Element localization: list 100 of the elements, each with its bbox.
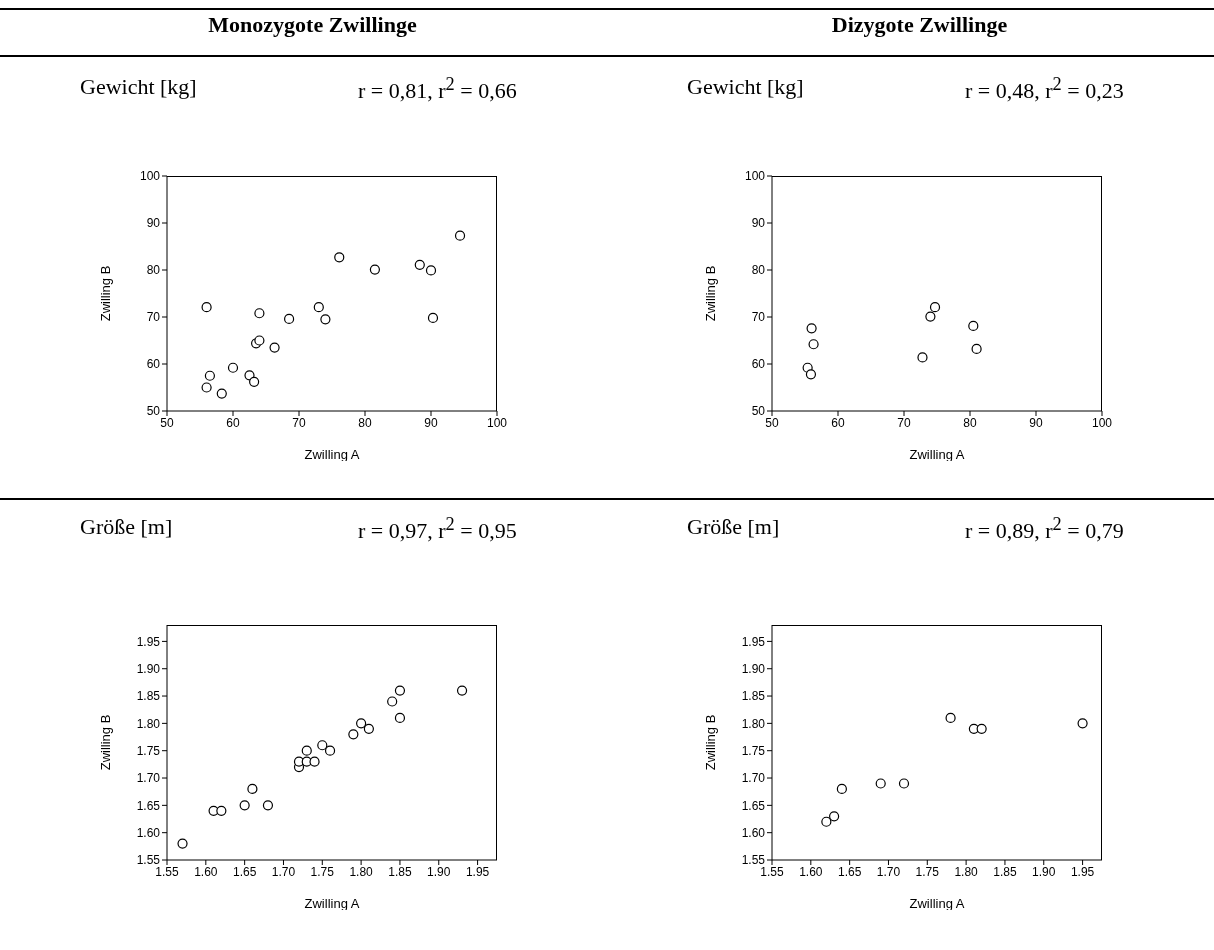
y-tick-label: 80	[751, 263, 766, 278]
y-tick-label: 50	[751, 404, 766, 419]
point	[301, 745, 312, 756]
y-tick-label: 1.85	[741, 689, 766, 704]
point	[247, 783, 258, 795]
x-tick-label: 50	[160, 415, 174, 430]
point	[201, 302, 212, 313]
text: Monozygote Zwillinge	[207, 12, 418, 38]
y-tick-label: 1.55	[136, 853, 161, 868]
chart-subtitle: r = 0,97, r$^{2}$ = 0,95	[358, 514, 517, 545]
x-axis-title: Zwilling A	[909, 447, 965, 462]
point	[425, 265, 437, 276]
point	[968, 320, 979, 332]
y-tick-label: 100	[139, 169, 161, 184]
chart-title: Größe [m]	[687, 514, 780, 540]
point	[309, 756, 320, 767]
point	[317, 740, 328, 751]
y-tick-label: 60	[146, 357, 161, 372]
point	[249, 376, 260, 387]
y-tick-label: 70	[146, 310, 161, 325]
x-tick-label: 70	[292, 415, 306, 430]
point	[898, 778, 910, 789]
y-tick-label: 1.90	[741, 661, 766, 676]
point	[427, 312, 439, 324]
point	[945, 712, 956, 724]
y-tick-label: 1.80	[136, 716, 161, 731]
x-tick-label: 1.80	[349, 864, 374, 879]
point	[808, 339, 819, 350]
x-tick-label: 1.75	[915, 864, 940, 879]
x-tick-label: 60	[831, 415, 845, 430]
point	[806, 323, 817, 334]
point	[925, 311, 936, 322]
point	[829, 811, 840, 822]
point	[324, 745, 336, 756]
chart-title: Gewicht [kg]	[80, 74, 197, 100]
point	[363, 723, 374, 734]
point	[929, 302, 941, 313]
point	[320, 314, 331, 325]
point	[216, 388, 227, 399]
point	[968, 723, 979, 734]
point	[313, 302, 324, 313]
x-tick-label: 100	[486, 415, 508, 430]
x-tick-label: 1.65	[837, 864, 862, 879]
y-tick-label: 70	[751, 310, 766, 325]
y-tick-label: 1.95	[136, 634, 161, 649]
x-tick-label: 60	[226, 415, 240, 430]
x-tick-label: 1.60	[194, 864, 218, 879]
x-tick-label: 100	[1091, 415, 1113, 430]
point	[334, 252, 345, 263]
point	[262, 800, 274, 811]
x-tick-label: 1.75	[310, 864, 335, 879]
y-axis-title: Zwilling B	[97, 714, 113, 771]
y-tick-label: 80	[146, 263, 161, 278]
y-tick-label: 90	[751, 216, 766, 231]
y-tick-label: 1.55	[741, 853, 766, 868]
point	[387, 696, 398, 707]
point	[875, 778, 886, 789]
x-tick-label: 1.80	[954, 864, 979, 879]
point	[394, 685, 406, 696]
point	[1077, 718, 1088, 729]
point	[976, 723, 987, 734]
chart-subtitle: r = 0,89, r$^{2}$ = 0,79	[965, 514, 1124, 545]
y-tick-label: 1.90	[136, 661, 161, 676]
y-tick-label: 1.70	[741, 771, 766, 786]
point	[821, 816, 832, 827]
x-tick-label: 1.85	[993, 864, 1017, 879]
point	[394, 712, 406, 724]
point	[356, 718, 367, 729]
point	[216, 805, 227, 816]
y-tick-label: 90	[146, 216, 161, 231]
x-tick-label: 80	[963, 415, 977, 430]
point	[805, 369, 817, 380]
x-tick-label: 90	[424, 415, 438, 430]
x-tick-label: 1.90	[427, 864, 451, 879]
chart-title: Größe [m]	[80, 514, 173, 540]
y-axis-title: Zwilling B	[702, 714, 718, 771]
y-tick-label: 1.70	[136, 771, 161, 786]
x-tick-label: 1.70	[876, 864, 901, 879]
y-axis-title: Zwilling B	[702, 265, 718, 322]
y-tick-label: 1.85	[136, 689, 161, 704]
y-tick-label: 60	[751, 357, 766, 372]
point	[177, 838, 188, 849]
y-tick-label: 1.75	[741, 743, 766, 758]
x-tick-label: 1.65	[232, 864, 257, 879]
y-tick-label: 1.60	[136, 825, 161, 840]
y-tick-label: 50	[146, 404, 161, 419]
point	[917, 352, 928, 363]
x-tick-label: 50	[765, 415, 779, 430]
point	[284, 313, 295, 324]
point	[836, 783, 847, 795]
y-tick-label: 1.75	[136, 743, 161, 758]
point	[239, 800, 250, 811]
x-tick-label: 90	[1029, 415, 1043, 430]
y-tick-label: 1.65	[741, 798, 766, 813]
point	[227, 362, 239, 373]
y-tick-label: 1.95	[741, 634, 766, 649]
x-tick-label: 1.90	[1032, 864, 1056, 879]
y-tick-label: 1.60	[741, 825, 766, 840]
x-axis-title: Zwilling A	[909, 896, 965, 911]
point	[454, 230, 466, 241]
